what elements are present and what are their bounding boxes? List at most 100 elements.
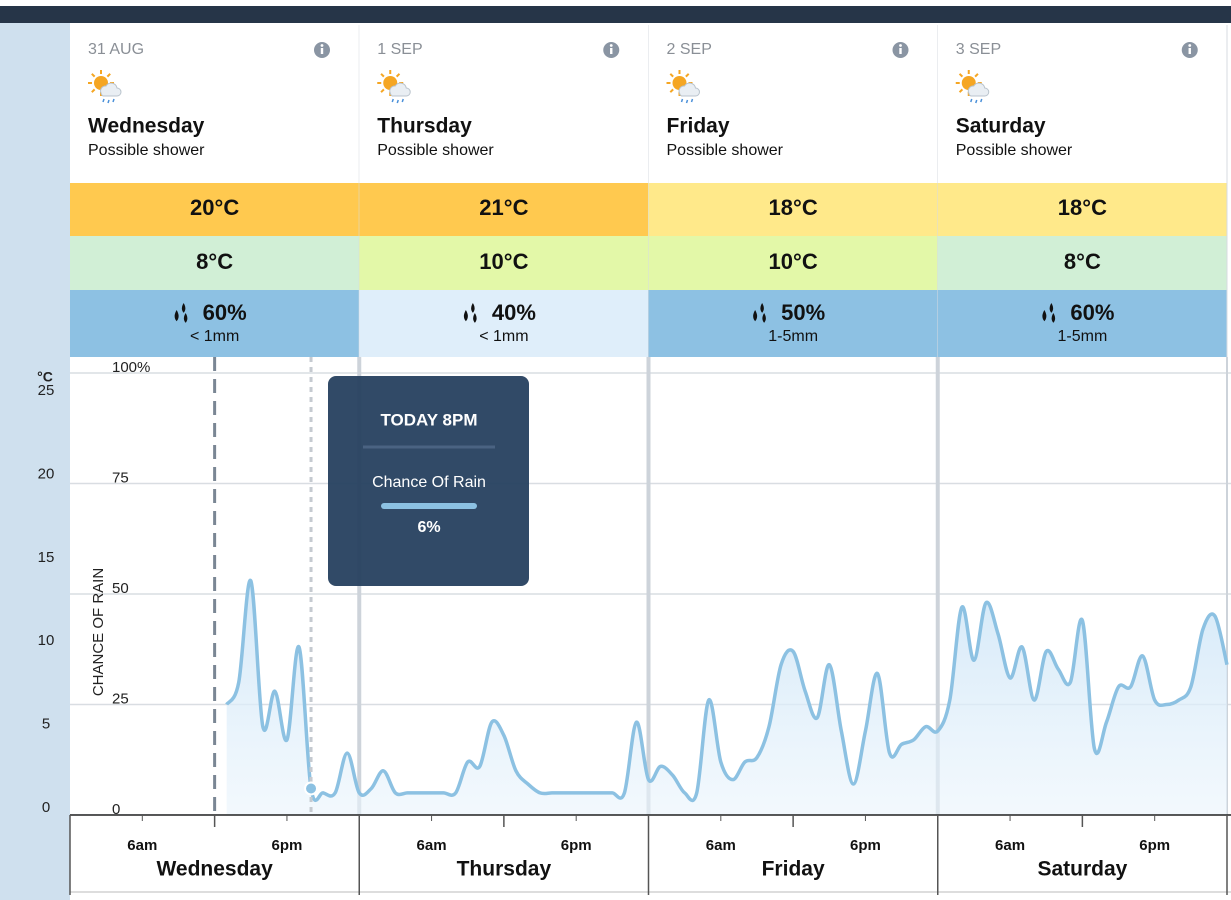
day-summary: Possible shower [667, 142, 784, 159]
rain-chance: 60% [203, 300, 247, 325]
info-glyph [899, 48, 902, 54]
x-day-label: Friday [762, 858, 825, 881]
cloud [967, 82, 990, 97]
y2-tick-label: 15 [38, 549, 55, 566]
day-card: 1 SEP Thursday Possible shower 21°C 10°C 40% <… [359, 25, 649, 357]
y-tick-label: 25 [112, 690, 129, 707]
day-date: 31 AUG [88, 41, 144, 58]
rain-amount: < 1mm [479, 328, 528, 345]
card-header [648, 25, 938, 183]
rain-cell [937, 290, 1227, 357]
max-temp: 20°C [190, 195, 239, 220]
x-tick-label: 6pm [561, 837, 592, 854]
x-tick-label: 6pm [1139, 837, 1170, 854]
drop [1049, 303, 1054, 313]
rain-drop [970, 98, 973, 103]
drop [1042, 310, 1047, 322]
max-temp-cell [937, 183, 1227, 236]
info-icon[interactable] [1181, 42, 1198, 58]
day-card: 31 AUG Wednesday Possible shower 20°C 8°C 60%… [70, 25, 360, 357]
drop [463, 310, 468, 322]
drops-icon [753, 303, 766, 323]
tooltip-box [328, 376, 529, 586]
drops-icon [1042, 303, 1056, 323]
drop [753, 310, 758, 322]
rain-area [226, 580, 1228, 815]
max-temp: 18°C [769, 195, 818, 220]
side-strip [0, 23, 70, 900]
drop [473, 313, 477, 323]
weather-icon [666, 70, 700, 104]
sun-ray [974, 73, 979, 78]
y2-tick-label: 20 [38, 465, 55, 482]
tooltip-value: 6% [417, 519, 440, 536]
info-icon[interactable] [892, 42, 909, 58]
rain-drop [112, 98, 115, 103]
y2-tick-label: 25 [38, 382, 55, 399]
x-axis-bg [70, 815, 1231, 892]
min-temp: 10°C [479, 249, 528, 274]
max-temp: 21°C [479, 195, 528, 220]
weather-icon [955, 70, 990, 104]
rain-drop [980, 98, 983, 103]
info-icon[interactable] [603, 42, 620, 58]
min-temp-cell [359, 236, 649, 290]
rain-chance: 40% [492, 300, 536, 325]
min-temp-cell [937, 236, 1227, 290]
day-date: 3 SEP [956, 41, 1001, 58]
info-dot [1188, 44, 1192, 47]
rain-amount: < 1mm [190, 328, 239, 345]
rain-drop [107, 99, 110, 104]
rain-drop [401, 98, 404, 103]
rain-chance: 50% [781, 300, 825, 325]
sun-ray [958, 73, 964, 78]
max-temp-cell [359, 183, 649, 236]
rain-cell [359, 290, 649, 357]
day-summary: Possible shower [377, 142, 494, 159]
x-tick-label: 6pm [272, 837, 303, 854]
rain-drop [391, 98, 394, 103]
drop [762, 313, 766, 323]
drop [174, 310, 179, 322]
hover-point [304, 781, 319, 796]
day-date: 1 SEP [377, 41, 422, 58]
rain-drop [680, 98, 684, 103]
max-temp-cell [648, 183, 938, 236]
drop [181, 303, 186, 313]
day-date: 2 SEP [667, 41, 712, 58]
tooltip-title: TODAY 8PM [380, 410, 477, 429]
sun-ray [669, 73, 674, 78]
x-tick-label: 6pm [850, 837, 881, 854]
sun-ray [380, 88, 385, 93]
sun-ray [669, 88, 674, 93]
min-temp: 8°C [1064, 249, 1101, 274]
rain-drop [975, 99, 978, 104]
y-axis-label: CHANCE OF RAIN [90, 568, 107, 696]
day-summary: Possible shower [956, 142, 1073, 159]
sun-ray [91, 73, 96, 78]
x-tick-label: 6am [127, 837, 157, 854]
drop [183, 313, 188, 323]
info-icon[interactable] [314, 42, 330, 58]
tooltip: TODAY 8PM Chance Of Rain 6% [328, 376, 529, 586]
day-card: 2 SEP Friday Possible shower 18°C 10°C 50% 1-5… [648, 25, 939, 357]
drops-icon [463, 303, 477, 323]
info-glyph [1188, 48, 1191, 54]
x-day-label: Thursday [457, 858, 552, 881]
y-tick-label: 50 [112, 580, 129, 597]
cloud [389, 82, 411, 97]
rain-cell [648, 290, 938, 357]
x-day-label: Saturday [1037, 858, 1127, 881]
y-tick-label: 100% [112, 359, 150, 376]
min-temp-cell [70, 236, 360, 290]
rain-chance: 60% [1070, 300, 1114, 325]
cloud [678, 82, 700, 97]
weather-icon [377, 70, 411, 104]
x-tick-label: 6am [995, 837, 1025, 854]
x-day-label: Wednesday [156, 858, 273, 881]
rain-drop [102, 98, 105, 103]
drop [1051, 313, 1056, 323]
sun-ray [958, 88, 964, 93]
min-temp: 10°C [769, 249, 818, 274]
